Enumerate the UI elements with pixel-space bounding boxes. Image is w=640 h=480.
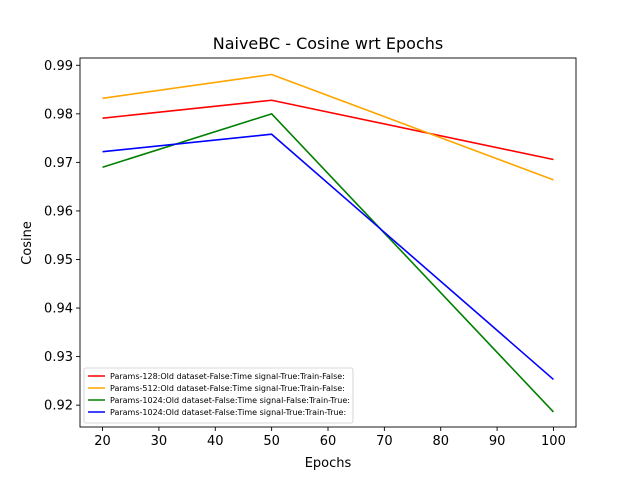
x-axis-label: Epochs bbox=[305, 456, 352, 471]
y-tick-label: 0.99 bbox=[44, 59, 73, 74]
plot-area: 20 30 40 50 60 70 80 90 100 0.92 0.93 0.94 0.95 0.96 0… bbox=[44, 57, 577, 449]
x-tick-label: 90 bbox=[489, 434, 506, 449]
legend-label-3: Params-1024:Old dataset-False:Time signa… bbox=[110, 396, 350, 405]
x-tick-label: 60 bbox=[320, 434, 337, 449]
legend-label-1: Params-128:Old dataset-False:Time signal… bbox=[110, 372, 345, 381]
x-tick-label: 20 bbox=[94, 434, 111, 449]
x-tick-label: 30 bbox=[151, 434, 168, 449]
y-axis-label: Cosine bbox=[20, 221, 35, 265]
legend-label-4: Params-1024:Old dataset-False:Time signa… bbox=[110, 408, 346, 417]
x-tick-label: 50 bbox=[263, 434, 280, 449]
y-tick-label: 0.98 bbox=[44, 107, 73, 122]
series-group bbox=[102, 73, 555, 413]
y-tick-label: 0.93 bbox=[44, 350, 73, 365]
y-tick-label: 0.92 bbox=[44, 399, 73, 414]
chart-title: NaiveBC - Cosine wrt Epochs bbox=[213, 34, 444, 53]
y-tick-label: 0.97 bbox=[44, 156, 73, 171]
x-tick-label: 100 bbox=[541, 434, 566, 449]
y-tick-label: 0.96 bbox=[44, 204, 73, 219]
legend-label-2: Params-512:Old dataset-False:Time signal… bbox=[110, 384, 345, 393]
y-tick-label: 0.95 bbox=[44, 253, 73, 268]
y-tick-label: 0.94 bbox=[44, 302, 73, 317]
legend-box bbox=[83, 367, 354, 424]
x-tick-label: 70 bbox=[376, 434, 393, 449]
x-tick-label: 40 bbox=[207, 434, 224, 449]
legend: Params-128:Old dataset-False:Time signal… bbox=[83, 367, 354, 424]
x-tick-label: 80 bbox=[432, 434, 449, 449]
